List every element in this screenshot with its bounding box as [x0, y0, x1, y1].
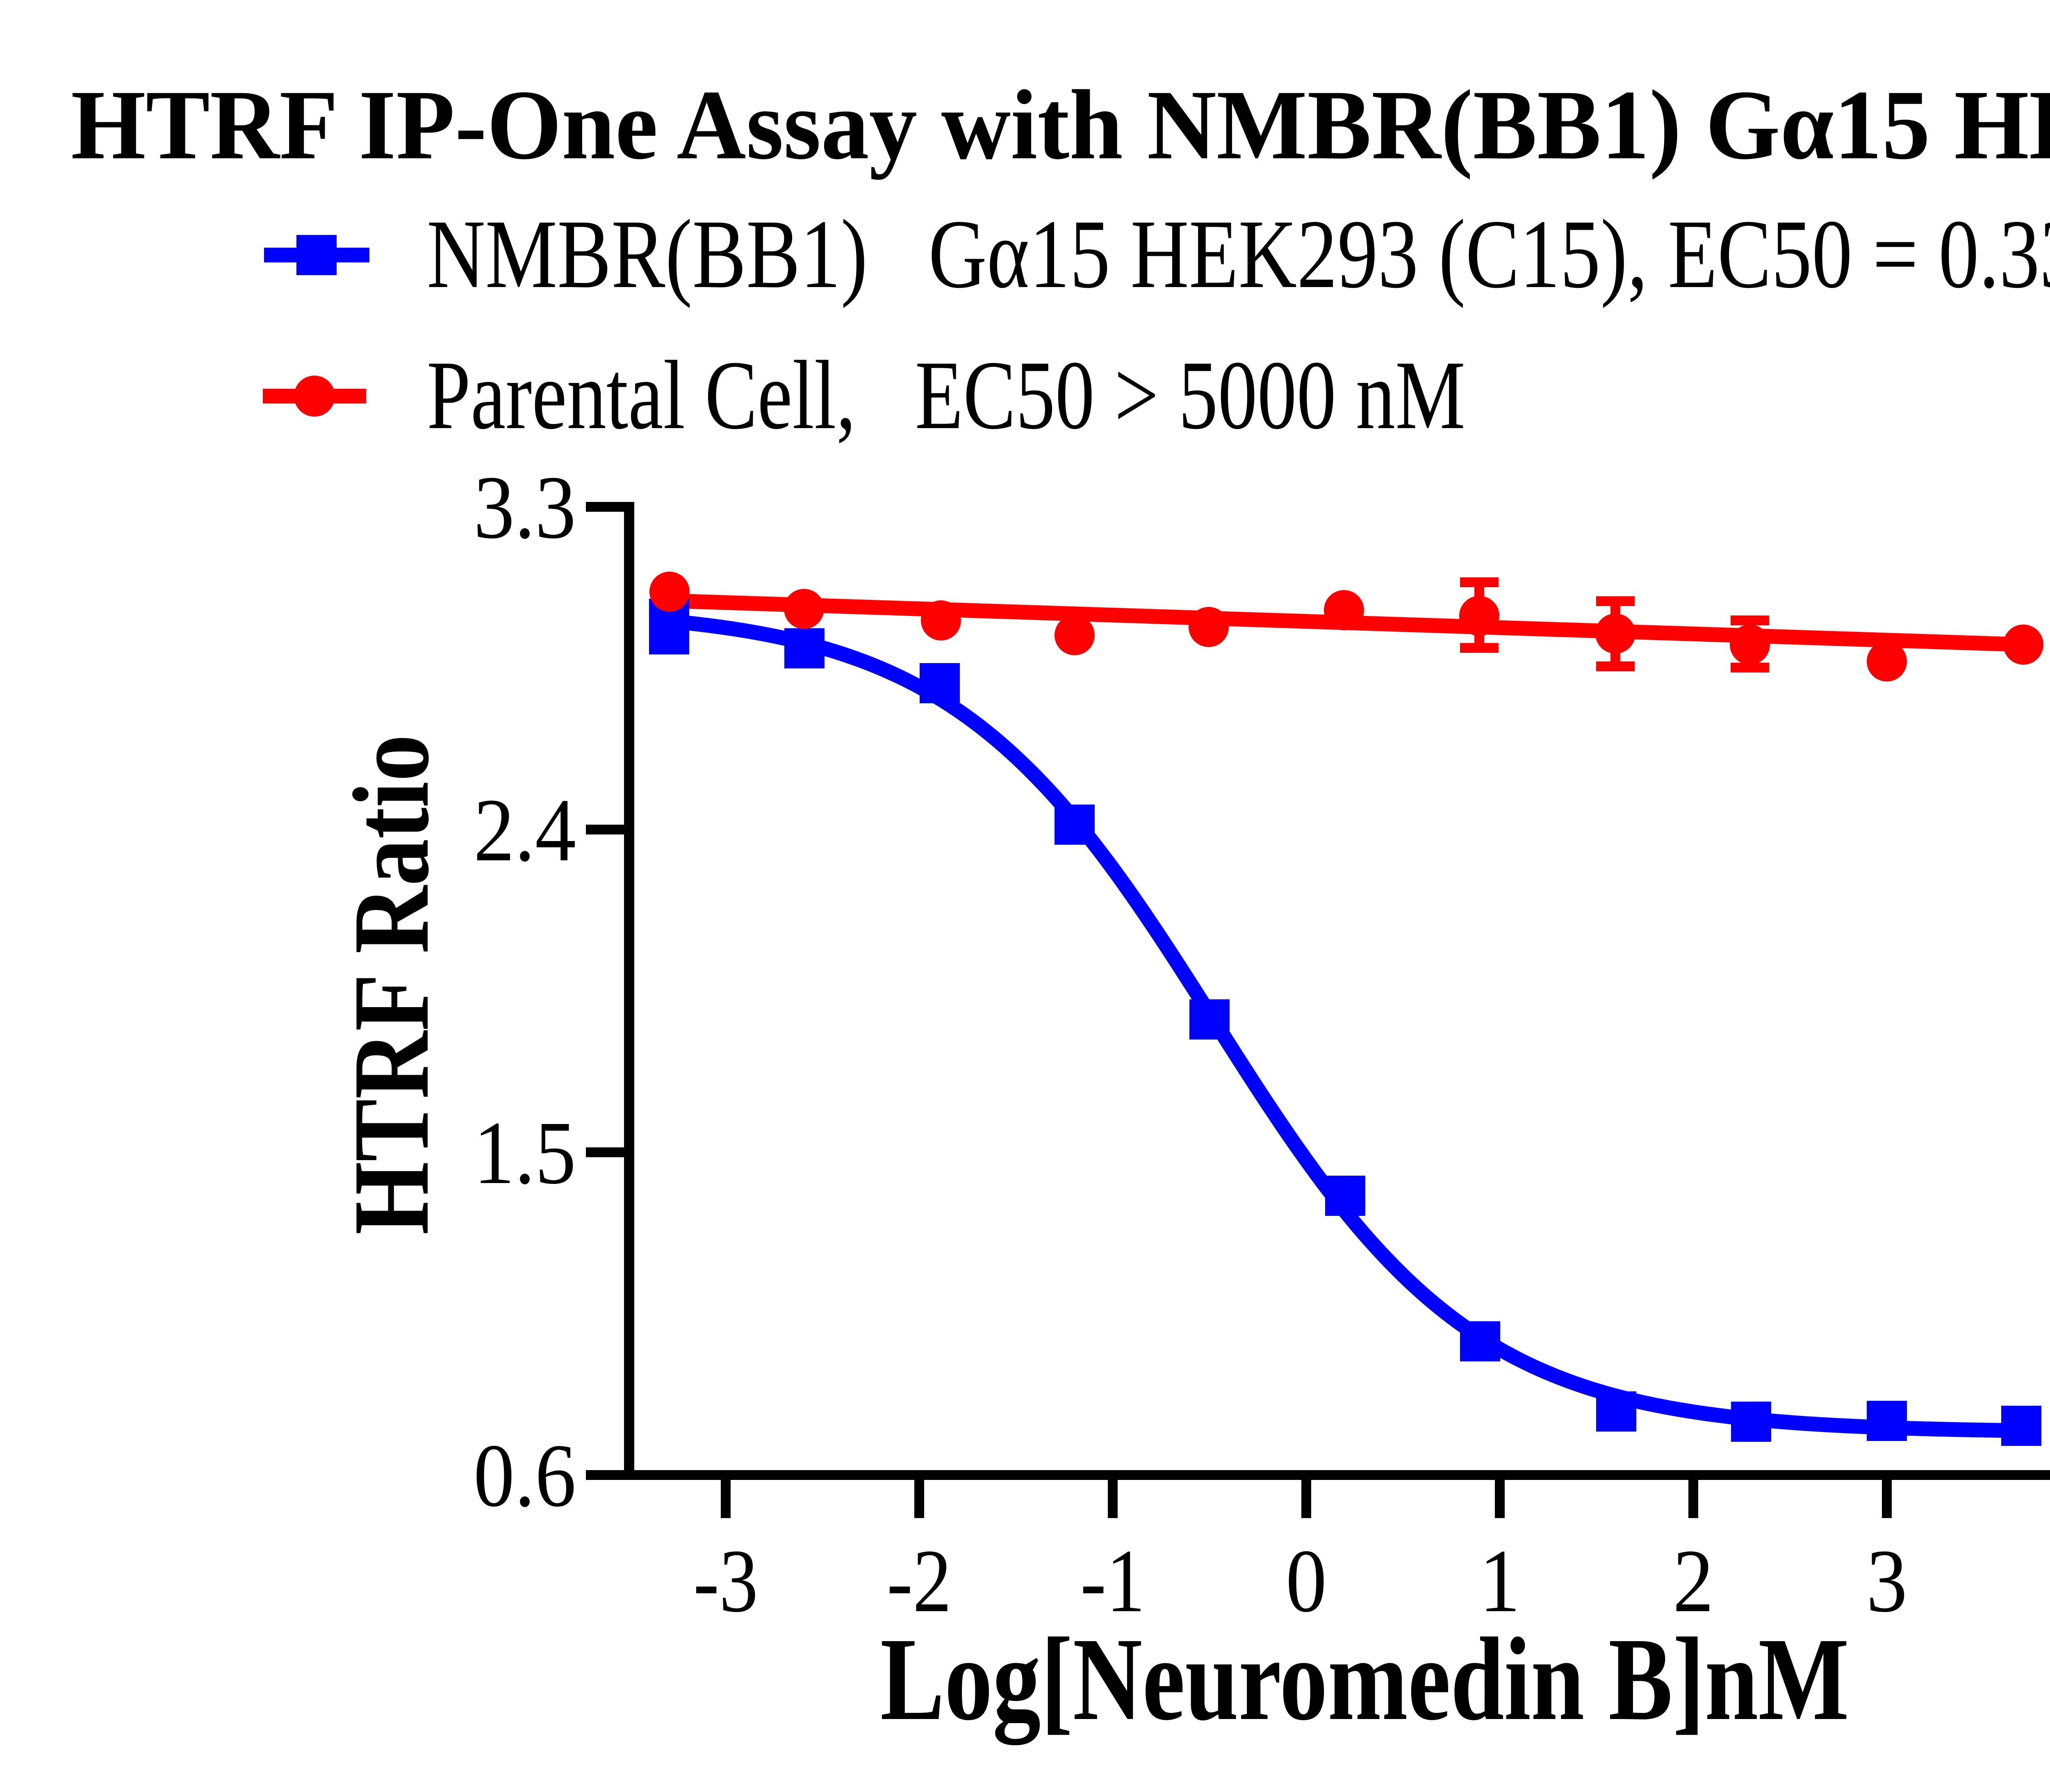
svg-text:0.6: 0.6 — [474, 1425, 576, 1525]
svg-text:-3: -3 — [693, 1531, 758, 1631]
svg-text:2: 2 — [1673, 1531, 1714, 1631]
svg-text:-1: -1 — [1080, 1531, 1145, 1631]
svg-text:0: 0 — [1286, 1531, 1327, 1631]
svg-text:-2: -2 — [887, 1531, 952, 1631]
svg-text:HTRF Ratio: HTRF Ratio — [331, 734, 451, 1235]
svg-text:1: 1 — [1479, 1531, 1520, 1631]
svg-text:2.4: 2.4 — [474, 780, 576, 880]
svg-text:NMBR(BB1) Gα15 HEK293 (C15),: NMBR(BB1) Gα15 HEK293 (C15), EC50 = 0.33… — [427, 199, 2050, 308]
svg-text:Log[Neuromedin B]nM: Log[Neuromedin B]nM — [880, 1613, 1849, 1747]
svg-text:Parental Cell, EC50 > 5000 n: Parental Cell, EC50 > 5000 nM — [427, 340, 1465, 449]
svg-text:HTRF IP-One Assay with NMBR(BB: HTRF IP-One Assay with NMBR(BB1) Gα15 HE… — [71, 69, 2050, 180]
svg-text:3.3: 3.3 — [474, 457, 576, 557]
svg-text:1.5: 1.5 — [474, 1103, 576, 1203]
svg-text:3: 3 — [1866, 1531, 1907, 1631]
